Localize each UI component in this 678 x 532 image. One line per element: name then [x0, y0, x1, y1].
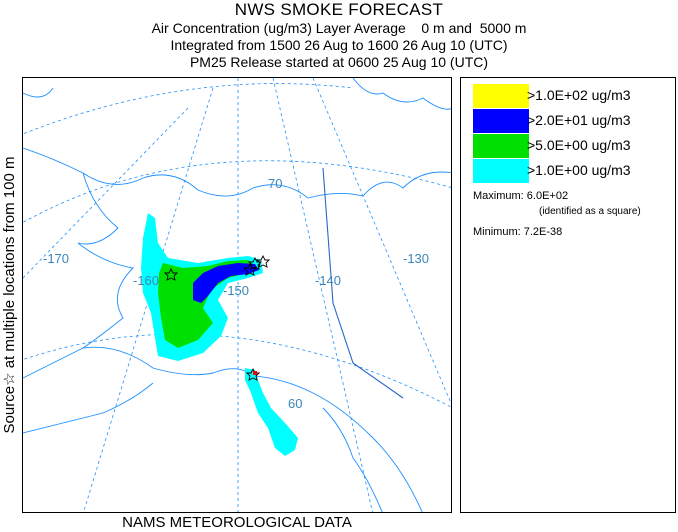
maximum-square-marker: [253, 371, 257, 375]
legend-minimum: Minimum: 7.2E-38: [473, 226, 563, 238]
plume-green: [158, 260, 255, 348]
alaska-north-coast: [23, 147, 364, 199]
alaska-west-coast: [23, 172, 134, 379]
latitude-line-80: [23, 83, 354, 135]
subtitle-integration-period: Integrated from 1500 26 Aug to 1600 26 A…: [170, 37, 508, 53]
legend-swatch-blue: [473, 109, 529, 133]
subtitle-release-start: PM25 Release started at 0600 25 Aug 10 (…: [189, 54, 489, 70]
plume-cyan-south: [245, 368, 298, 456]
label-lon-130: -130: [403, 251, 429, 266]
legend-label-blue: >2.0E+01 ug/m3: [527, 112, 631, 128]
legend-label-green: >5.0E+00 ug/m3: [527, 137, 631, 153]
source-star-anchorage: [245, 367, 261, 381]
legend-swatch-yellow: [473, 84, 529, 108]
legend-label-yellow: >1.0E+02 ug/m3: [527, 87, 631, 103]
label-lat-60: 60: [288, 396, 302, 411]
source-markers: [163, 254, 271, 381]
aleutian-chain: [23, 382, 154, 434]
latitude-lines: [23, 83, 451, 408]
label-lon-150: -150: [223, 283, 249, 298]
latitude-line-70: [23, 160, 451, 223]
smoke-map: -170 -160 -150 -140 -130 70 60: [22, 77, 452, 513]
legend-swatch-cyan: [473, 159, 529, 183]
legend-label-cyan: >1.0E+00 ug/m3: [527, 162, 631, 178]
legend-maximum-note: (identified as a square): [539, 206, 641, 217]
forecast-title: NWS SMOKE FORECAST: [234, 0, 444, 19]
subtitle-concentration: Air Concentration (ug/m3) Layer Average …: [151, 20, 527, 36]
latitude-line-60: [23, 333, 451, 408]
source-star-east-1: [247, 256, 263, 270]
legend-maximum: Maximum: 6.0E+02: [473, 190, 569, 202]
source-star-west: [163, 267, 179, 281]
source-star-east-3: [242, 262, 258, 276]
arctic-islands: [352, 78, 451, 110]
meteorological-data-footer: NAMS METEOROLOGICAL DATA: [122, 514, 352, 531]
label-lon-170: -170: [43, 251, 69, 266]
meridian-140: [272, 78, 373, 512]
concentration-legend: >1.0E+02 ug/m3 >2.0E+01 ug/m3 >5.0E+00 u…: [460, 77, 676, 513]
canada-arctic-coast: [362, 171, 451, 197]
graticule-labels: -170 -160 -150 -140 -130 70 60: [43, 176, 429, 411]
source-star-east-2: [255, 254, 271, 268]
southeast-coast: [322, 407, 383, 512]
label-lon-140: -140: [315, 273, 341, 288]
plume-blue: [193, 263, 259, 303]
label-lat-70: 70: [268, 176, 282, 191]
label-lon-160: -160: [133, 273, 159, 288]
source-side-text: Source☆ at multiple locations from 100 m: [1, 156, 18, 434]
chukotka-coast: [23, 87, 54, 98]
map-canvas: -170 -160 -150 -140 -130 70 60: [23, 78, 451, 512]
source-side-label: Source☆ at multiple locations from 100 m: [0, 77, 22, 513]
us-canada-border: [322, 167, 404, 399]
legend-swatch-green: [473, 134, 529, 158]
